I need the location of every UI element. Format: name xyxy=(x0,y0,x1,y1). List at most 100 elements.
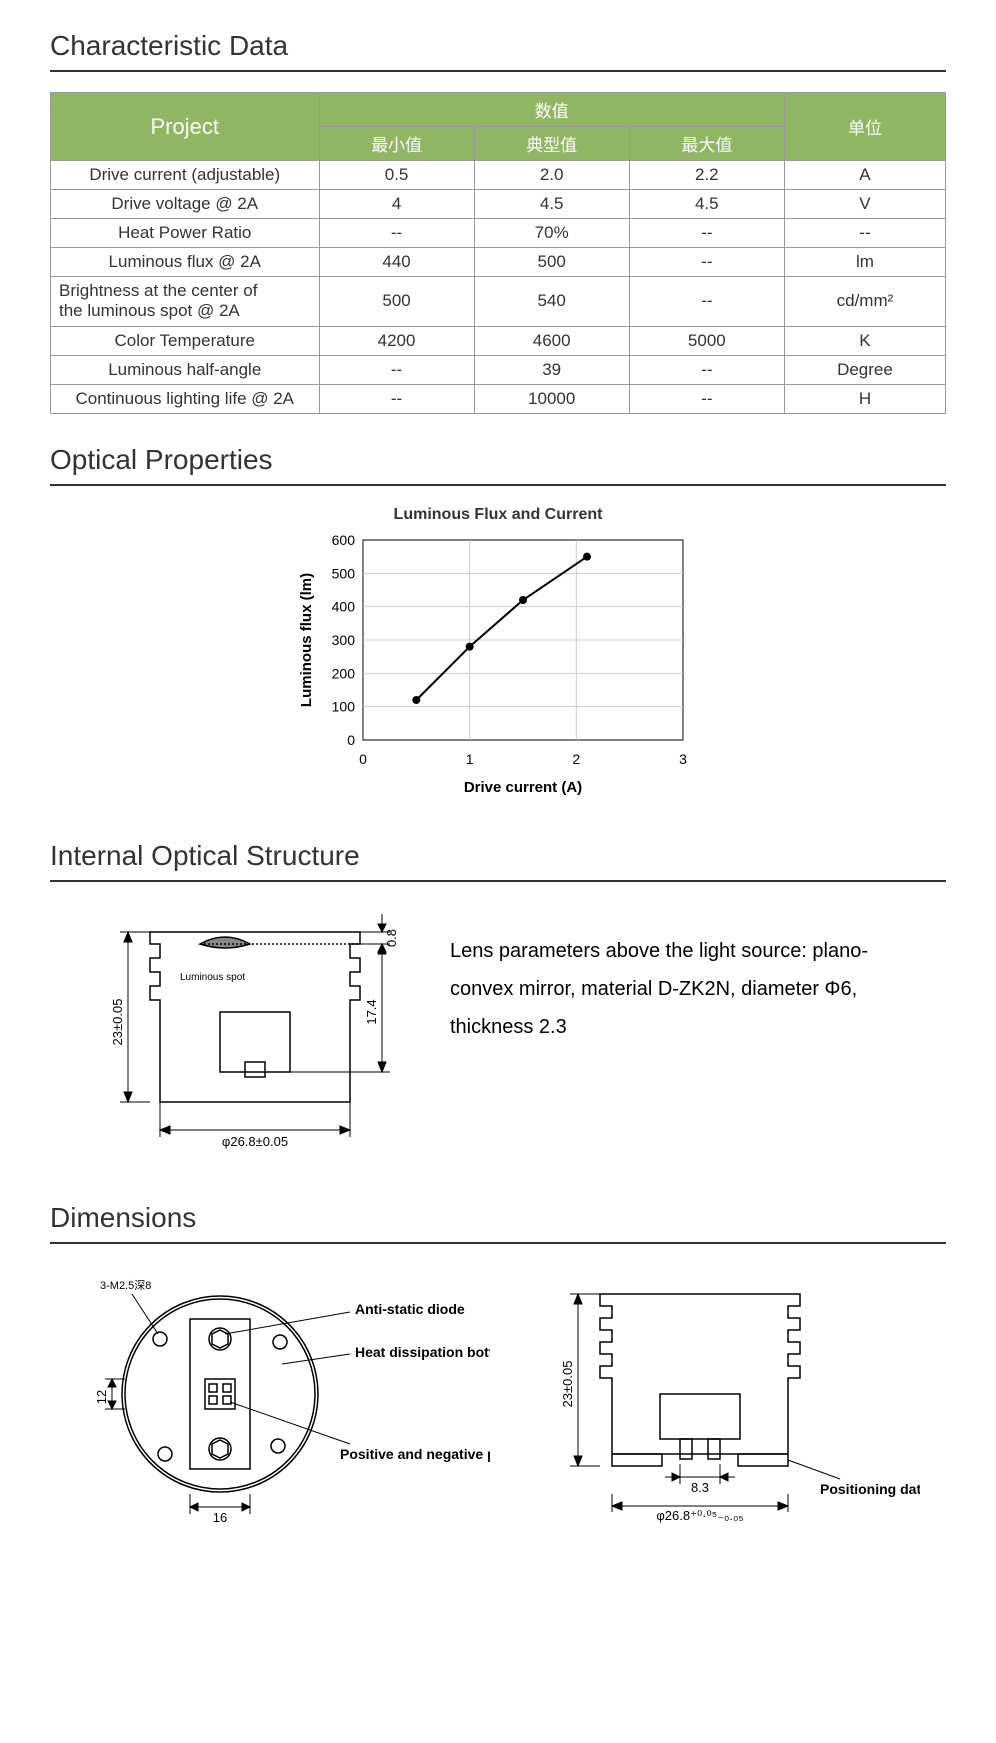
cell-max: 2.2 xyxy=(629,161,784,190)
dimensions-side-view: 23±0.05 8.3 φ26.8⁺⁰·⁰⁵₋₀.₀₅ Positioning … xyxy=(520,1264,920,1524)
cell-min: -- xyxy=(319,384,474,413)
cell-max: 5000 xyxy=(629,326,784,355)
table-row: Luminous flux @ 2A440500--lm xyxy=(51,248,946,277)
table-row: Color Temperature420046005000K xyxy=(51,326,946,355)
dim-diameter: φ26.8±0.05 xyxy=(222,1134,288,1149)
cell-label: Drive voltage @ 2A xyxy=(51,190,320,219)
cell-label: Continuous lighting life @ 2A xyxy=(51,384,320,413)
dim-12: 12 xyxy=(94,1390,109,1404)
cell-typ: 70% xyxy=(474,219,629,248)
dim-top-gap: 0.8 xyxy=(384,929,399,947)
cell-label: Luminous flux @ 2A xyxy=(51,248,320,277)
th-typ: 典型值 xyxy=(474,127,629,161)
label-anti-static: Anti-static diode xyxy=(355,1301,465,1317)
cell-label: Color Temperature xyxy=(51,326,320,355)
section-title-dimensions: Dimensions xyxy=(50,1202,946,1234)
cell-max: -- xyxy=(629,248,784,277)
cell-typ: 500 xyxy=(474,248,629,277)
th-unit: 单位 xyxy=(784,93,945,161)
svg-text:0: 0 xyxy=(359,751,367,767)
cell-typ: 4600 xyxy=(474,326,629,355)
cell-typ: 540 xyxy=(474,277,629,327)
cell-min: 0.5 xyxy=(319,161,474,190)
label-luminous-spot: Luminous spot xyxy=(180,972,245,983)
cell-min: 500 xyxy=(319,277,474,327)
section-rule xyxy=(50,1242,946,1244)
cell-typ: 2.0 xyxy=(474,161,629,190)
th-min: 最小值 xyxy=(319,127,474,161)
cell-min: 440 xyxy=(319,248,474,277)
cell-max: -- xyxy=(629,277,784,327)
structure-row: Luminous spot 23±0.05 0.8 17.4 xyxy=(50,902,946,1162)
cell-min: 4200 xyxy=(319,326,474,355)
dim-side-height: 23±0.05 xyxy=(560,1360,575,1407)
cell-label: Luminous half-angle xyxy=(51,355,320,384)
cell-max: -- xyxy=(629,219,784,248)
th-project: Project xyxy=(51,93,320,161)
dim-pin-gap: 8.3 xyxy=(691,1480,709,1495)
cell-unit: -- xyxy=(784,219,945,248)
table-row: Heat Power Ratio--70%---- xyxy=(51,219,946,248)
svg-text:2: 2 xyxy=(572,751,580,767)
cell-typ: 4.5 xyxy=(474,190,629,219)
luminous-flux-chart: 0 100 200 300 400 500 600 0 1 2 3 Drive current (A)… xyxy=(293,530,703,800)
dim-side-diameter: φ26.8⁺⁰·⁰⁵₋₀.₀₅ xyxy=(656,1508,743,1523)
section-title-structure: Internal Optical Structure xyxy=(50,840,946,872)
table-body: Drive current (adjustable)0.52.02.2ADriv… xyxy=(51,161,946,414)
table-row: Luminous half-angle--39--Degree xyxy=(51,355,946,384)
th-value: 数值 xyxy=(319,93,784,127)
label-datum: Positioning datum xyxy=(820,1481,920,1497)
label-screw-note: 3-M2.5深8 xyxy=(100,1279,151,1292)
svg-text:Luminous flux (lm): Luminous flux (lm) xyxy=(298,573,315,707)
svg-text:300: 300 xyxy=(332,632,356,648)
cell-unit: cd/mm² xyxy=(784,277,945,327)
section-rule xyxy=(50,880,946,882)
cell-unit: H xyxy=(784,384,945,413)
cell-max: 4.5 xyxy=(629,190,784,219)
cell-min: 4 xyxy=(319,190,474,219)
svg-text:200: 200 xyxy=(332,665,356,681)
svg-text:3: 3 xyxy=(679,751,687,767)
dim-internal-h: 17.4 xyxy=(364,999,379,1024)
cell-max: -- xyxy=(629,384,784,413)
dimensions-top-view: 3-M2.5深8 Anti-static diode Heat dissipat… xyxy=(50,1264,490,1524)
lens-parameters-text: Lens parameters above the light source: … xyxy=(450,902,910,1046)
table-row: Brightness at the center ofthe luminous … xyxy=(51,277,946,327)
cell-unit: K xyxy=(784,326,945,355)
dimensions-row: 3-M2.5深8 Anti-static diode Heat dissipat… xyxy=(50,1264,946,1524)
structure-diagram: Luminous spot 23±0.05 0.8 17.4 xyxy=(50,902,410,1162)
section-title-optical: Optical Properties xyxy=(50,444,946,476)
table-row: Continuous lighting life @ 2A--10000--H xyxy=(51,384,946,413)
svg-text:600: 600 xyxy=(332,532,356,548)
cell-max: -- xyxy=(629,355,784,384)
cell-unit: A xyxy=(784,161,945,190)
cell-min: -- xyxy=(319,219,474,248)
cell-unit: V xyxy=(784,190,945,219)
svg-text:0: 0 xyxy=(347,732,355,748)
cell-unit: lm xyxy=(784,248,945,277)
section-rule xyxy=(50,70,946,72)
cell-label: Brightness at the center ofthe luminous … xyxy=(51,277,320,327)
dim-height: 23±0.05 xyxy=(110,998,125,1045)
table-head: Project 数值 单位 最小值 典型值 最大值 xyxy=(51,93,946,161)
chart-title: Luminous Flux and Current xyxy=(293,506,703,524)
svg-text:100: 100 xyxy=(332,698,356,714)
label-pads: Positive and negative pads xyxy=(340,1446,490,1462)
section-rule xyxy=(50,484,946,486)
cell-min: -- xyxy=(319,355,474,384)
svg-text:1: 1 xyxy=(466,751,474,767)
svg-text:400: 400 xyxy=(332,598,356,614)
label-heat-bottom: Heat dissipation bottom xyxy=(355,1344,490,1360)
cell-typ: 10000 xyxy=(474,384,629,413)
svg-text:Drive current (A): Drive current (A) xyxy=(464,779,582,796)
table-row: Drive current (adjustable)0.52.02.2A xyxy=(51,161,946,190)
svg-text:500: 500 xyxy=(332,565,356,581)
characteristic-table: Project 数值 单位 最小值 典型值 最大值 Drive current … xyxy=(50,92,946,414)
cell-typ: 39 xyxy=(474,355,629,384)
cell-label: Heat Power Ratio xyxy=(51,219,320,248)
dim-16: 16 xyxy=(213,1510,227,1524)
cell-label: Drive current (adjustable) xyxy=(51,161,320,190)
chart-container: Luminous Flux and Current 0 100 200 300 400 5… xyxy=(50,506,946,800)
table-row: Drive voltage @ 2A44.54.5V xyxy=(51,190,946,219)
cell-unit: Degree xyxy=(784,355,945,384)
